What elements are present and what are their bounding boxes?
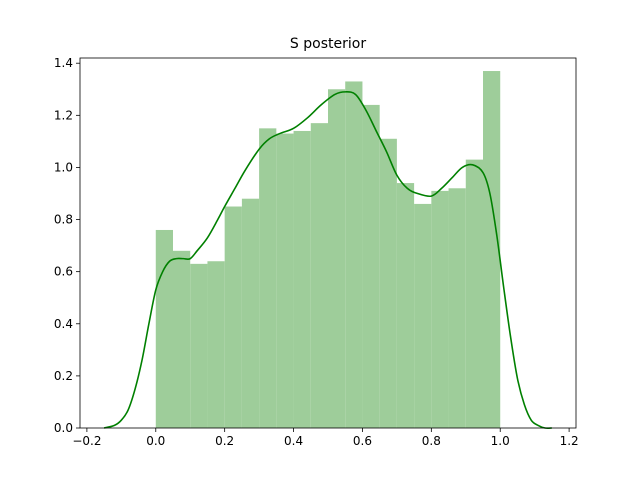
y-tick-label: 0.4 <box>54 317 73 331</box>
y-tick-label: 1.4 <box>54 56 73 70</box>
y-tick-label: 0.2 <box>54 369 73 383</box>
histogram-bars <box>155 71 501 429</box>
histogram-bar <box>173 250 191 428</box>
y-tick-label: 0.8 <box>54 213 73 227</box>
histogram-bar <box>396 183 415 428</box>
histogram-bar <box>276 133 294 428</box>
histogram-bar <box>310 123 328 429</box>
histogram-bar <box>293 130 311 428</box>
histogram-bar <box>190 263 208 428</box>
histogram-bar <box>328 89 346 428</box>
histogram-bar <box>259 128 277 428</box>
density-curve <box>103 91 552 429</box>
y-tick-label: 0.6 <box>54 265 73 279</box>
y-tick-label: 1.0 <box>54 160 73 174</box>
histogram-bar <box>224 206 242 428</box>
x-tick-label: 0.8 <box>422 434 441 448</box>
histogram-bar <box>431 190 449 428</box>
histogram-bar <box>414 203 432 428</box>
x-axis: −0.2 0.0 0.2 0.4 0.6 0.8 1.0 1.2 <box>72 428 579 448</box>
histogram-bar <box>241 198 260 428</box>
x-tick-label: −0.2 <box>72 434 101 448</box>
x-tick-label: 1.2 <box>560 434 579 448</box>
histogram-bar <box>207 261 225 428</box>
x-tick-label: 1.0 <box>491 434 510 448</box>
plot-frame <box>79 57 577 429</box>
y-tick-label: 0.0 <box>54 421 73 435</box>
x-tick-label: 0.4 <box>284 434 303 448</box>
histogram-bar <box>483 71 501 428</box>
chart-title: S posterior <box>290 36 366 52</box>
x-tick-label: 0.0 <box>146 434 165 448</box>
x-tick-label: 0.2 <box>215 434 234 448</box>
histogram-bar <box>379 138 397 428</box>
histogram-bar <box>362 104 380 429</box>
y-axis: 0.0 0.2 0.4 0.6 0.8 1.0 1.2 1.4 <box>54 56 80 435</box>
histogram-bar <box>345 81 363 428</box>
histogram-bar <box>448 188 466 428</box>
histogram-bar <box>465 159 483 428</box>
x-tick-label: 0.6 <box>353 434 372 448</box>
y-tick-label: 1.2 <box>54 108 73 122</box>
